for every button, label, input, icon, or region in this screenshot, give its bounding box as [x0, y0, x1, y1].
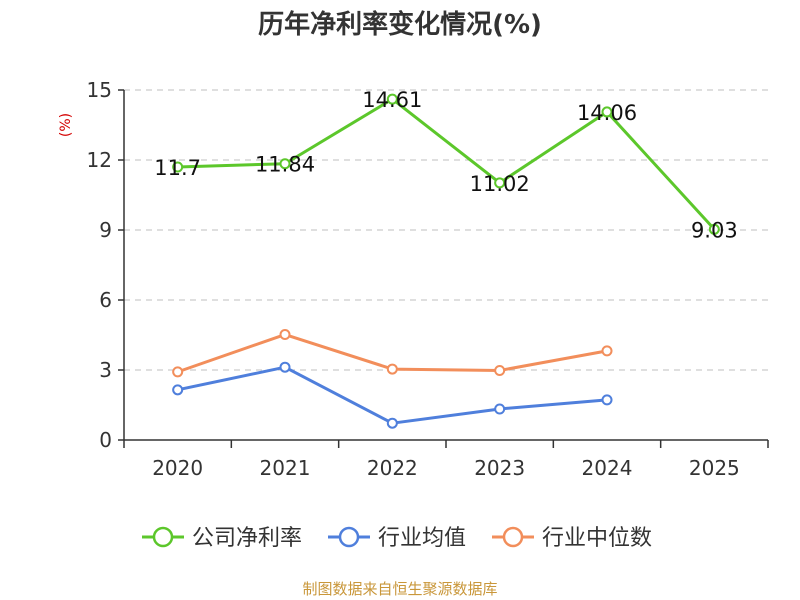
- y-axis-unit: (%): [58, 113, 74, 137]
- legend-item[interactable]: 行业均值: [328, 526, 466, 551]
- data-point: [494, 177, 506, 189]
- source-note: 制图数据来自恒生聚源数据库: [302, 580, 497, 598]
- y-tick-label: 15: [87, 78, 112, 102]
- data-label: 14.06: [577, 101, 637, 125]
- data-point: [279, 158, 291, 170]
- legend-item[interactable]: 公司净利率: [142, 526, 302, 551]
- y-tick-label: 12: [87, 148, 112, 172]
- x-tick-label: 2025: [689, 456, 740, 480]
- legend-item[interactable]: 行业中位数: [492, 526, 652, 551]
- data-label: 9.03: [691, 218, 738, 242]
- legend-marker: [152, 526, 174, 548]
- legend-label: 行业中位数: [542, 526, 652, 551]
- data-point: [601, 106, 613, 118]
- data-point: [386, 93, 398, 105]
- x-tick-label: 2021: [260, 456, 311, 480]
- data-point: [386, 417, 398, 429]
- legend-marker: [502, 526, 524, 548]
- legend-marker: [338, 526, 360, 548]
- y-tick-label: 3: [99, 358, 112, 382]
- data-point: [279, 329, 291, 341]
- x-tick-label: 2024: [582, 456, 633, 480]
- axes: 0 3 6 9 12 15 2020 2021 2022 2023 2024 2025: [87, 78, 769, 480]
- data-labels: 11.7 11.84 14.61 11.02 14.06 9.03: [154, 88, 737, 242]
- data-label: 11.84: [255, 153, 315, 177]
- data-point: [172, 161, 184, 173]
- legend-label: 行业均值: [378, 526, 466, 551]
- data-point: [601, 394, 613, 406]
- x-tick-label: 2020: [152, 456, 203, 480]
- legend[interactable]: 公司净利率 行业均值 行业中位数: [142, 526, 652, 551]
- legend-label: 公司净利率: [192, 526, 302, 551]
- chart-title: 历年净利率变化情况(%): [258, 9, 542, 40]
- data-point: [494, 403, 506, 415]
- data-label: 11.7: [154, 156, 201, 180]
- data-point: [172, 366, 184, 378]
- data-label: 14.61: [362, 88, 422, 112]
- y-tick-label: 9: [99, 218, 112, 242]
- series-line: [177, 365, 608, 425]
- data-label: 11.02: [470, 172, 530, 196]
- grid-lines: [124, 89, 768, 371]
- data-point: [601, 345, 613, 357]
- series-lines: [172, 93, 720, 429]
- data-point: [708, 223, 720, 235]
- x-tick-label: 2023: [474, 456, 525, 480]
- data-point: [279, 361, 291, 373]
- y-tick-label: 6: [99, 288, 112, 312]
- data-point: [172, 384, 184, 396]
- y-tick-label: 0: [99, 428, 112, 452]
- series-line: [177, 97, 716, 231]
- data-point: [386, 363, 398, 375]
- data-point: [494, 364, 506, 376]
- x-tick-label: 2022: [367, 456, 418, 480]
